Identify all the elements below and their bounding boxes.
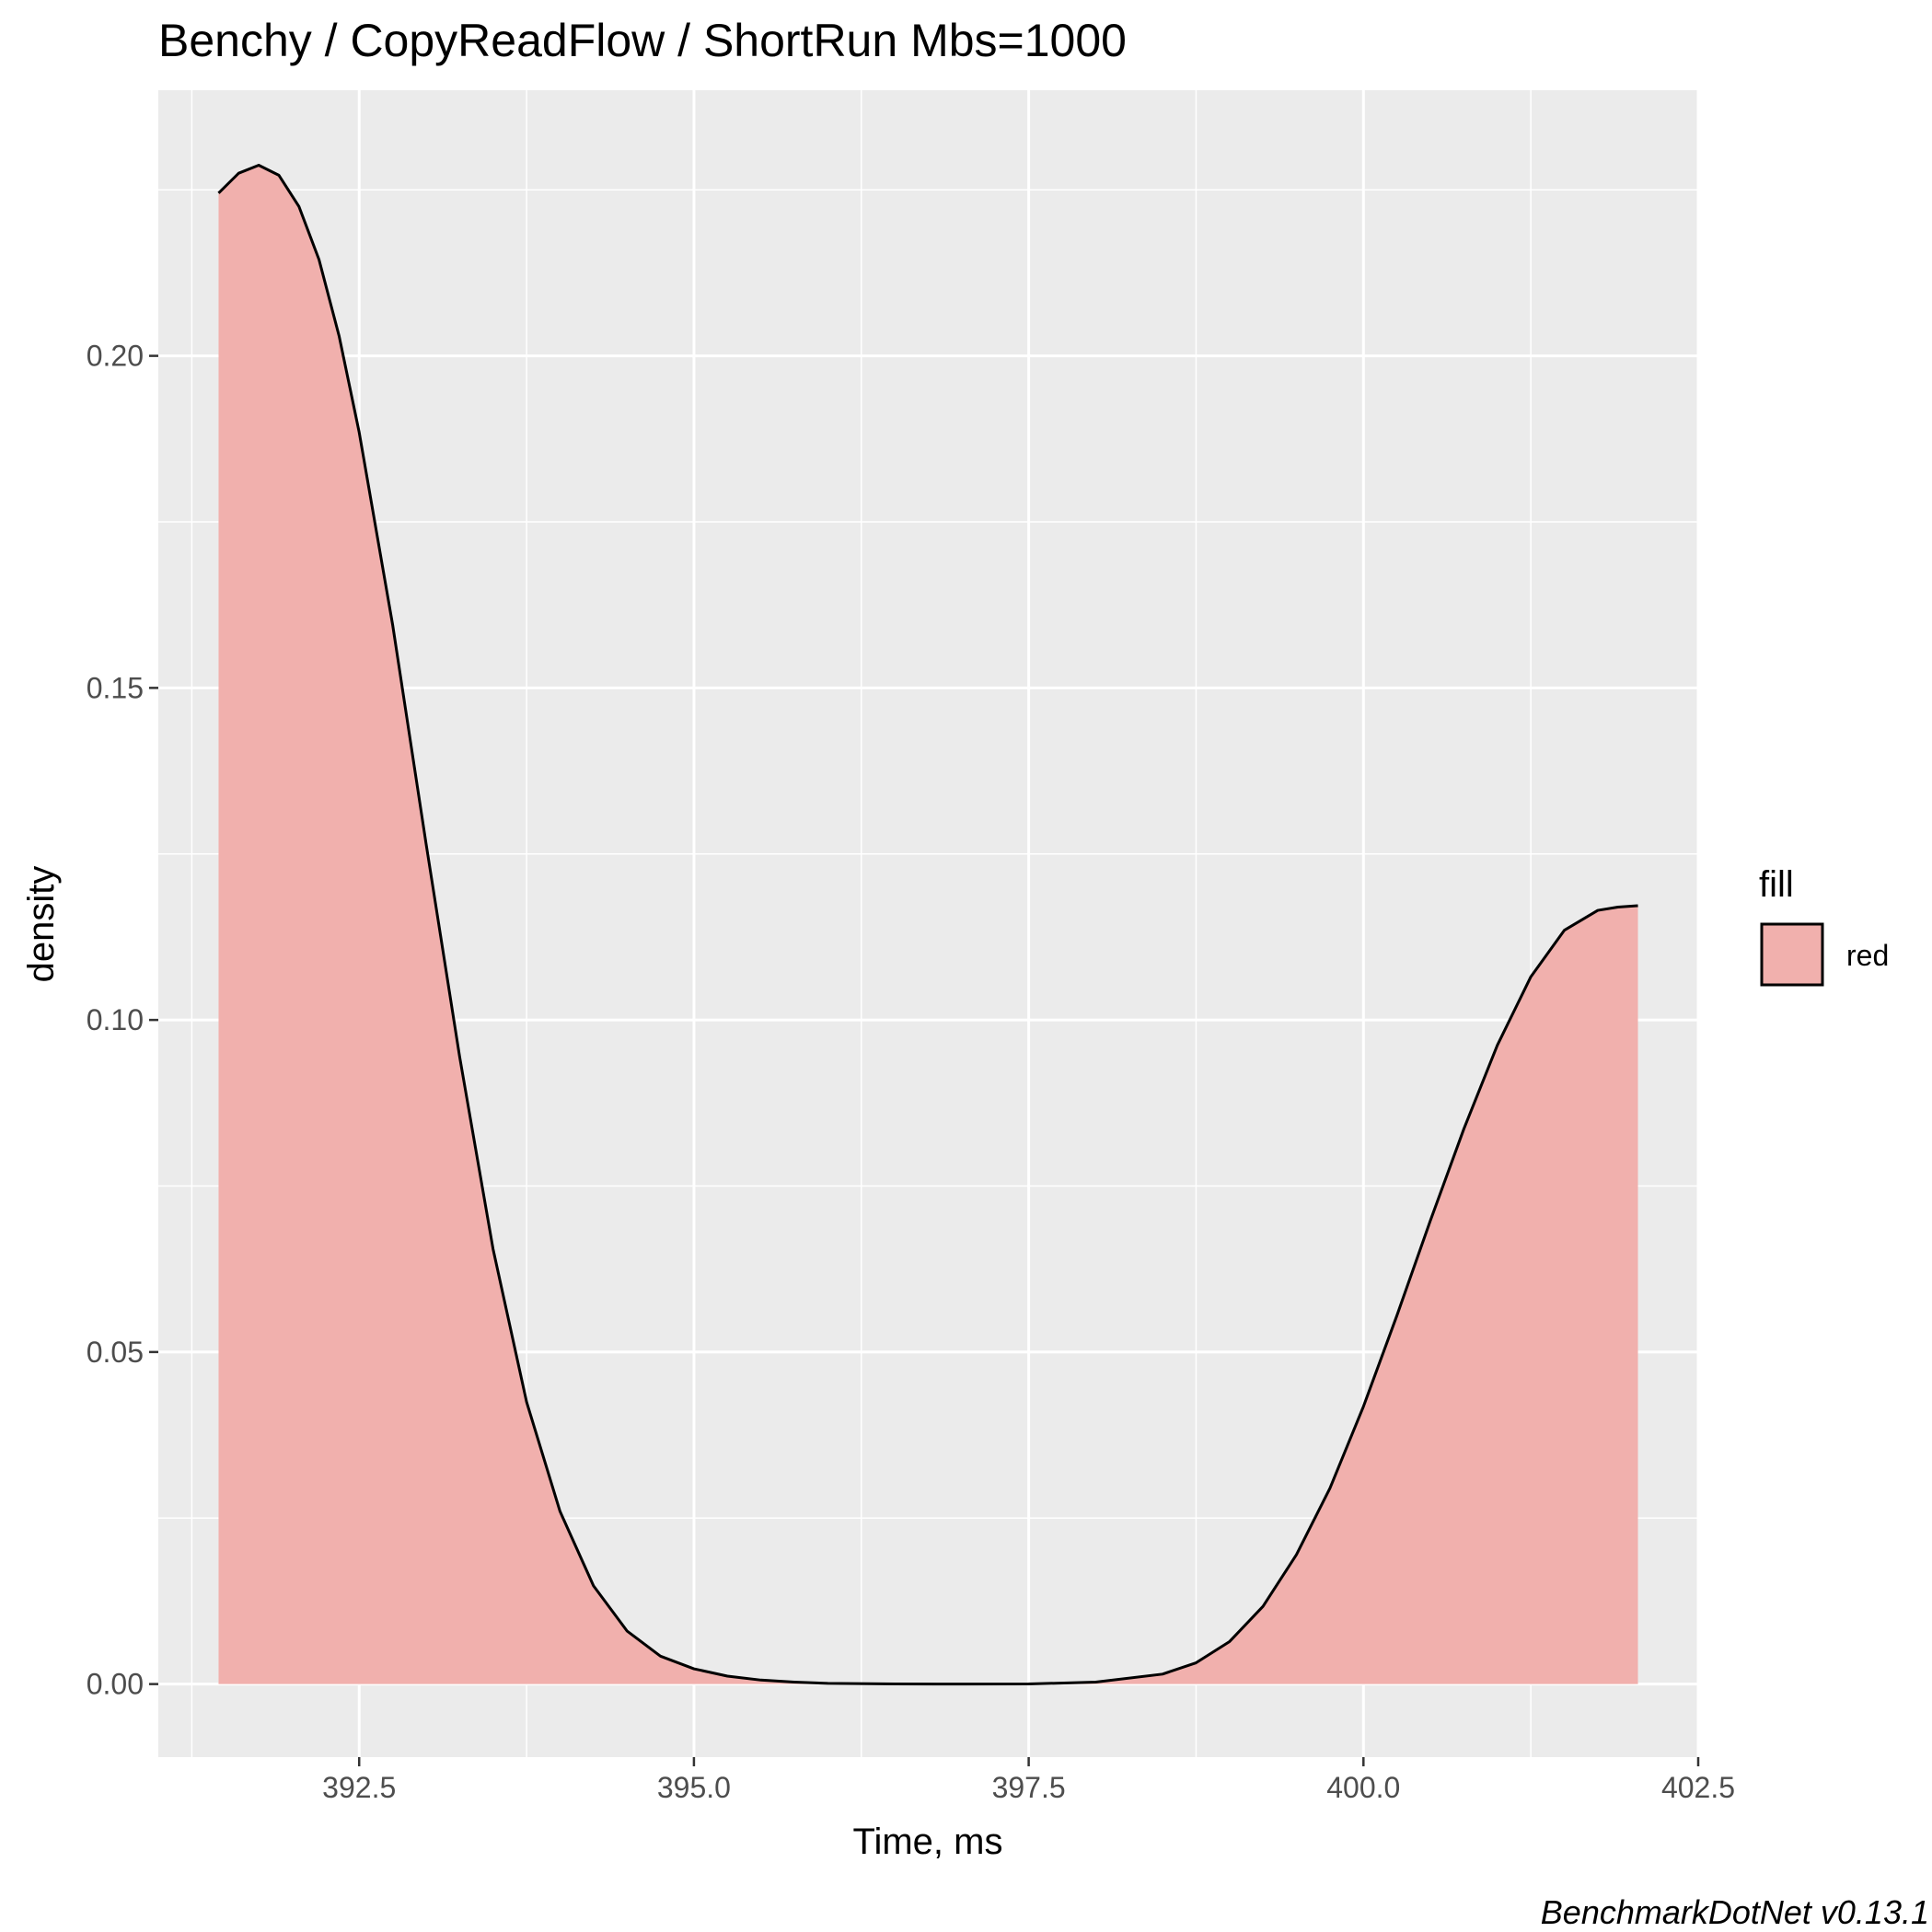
x-axis-title: Time, ms [853, 1822, 1003, 1862]
x-tick-label: 392.5 [322, 1771, 396, 1804]
chart-title: Benchy / CopyReadFlow / ShortRun Mbs=100… [158, 15, 1127, 66]
y-tick-label: 0.05 [87, 1336, 144, 1369]
y-tick-label: 0.10 [87, 1003, 144, 1036]
y-tick-label: 0.15 [87, 671, 144, 704]
legend: fill red [1759, 864, 1889, 987]
y-axis: 0.00 0.05 0.10 0.15 0.20 [87, 340, 158, 1701]
x-tick-label: 402.5 [1661, 1771, 1735, 1804]
caption: BenchmarkDotNet v0.13.1 [1541, 1893, 1929, 1931]
x-tick-label: 400.0 [1326, 1771, 1400, 1804]
legend-label-red: red [1846, 939, 1889, 972]
y-tick-label: 0.20 [87, 340, 144, 373]
density-series [217, 164, 1638, 1686]
x-tick-label: 397.5 [992, 1771, 1066, 1804]
y-tick-label: 0.00 [87, 1668, 144, 1701]
density-line [217, 164, 1638, 1686]
density-area [218, 165, 1638, 1684]
legend-title: fill [1759, 864, 1794, 905]
y-axis-title: density [21, 866, 62, 983]
x-axis: 392.5 395.0 397.5 400.0 402.5 [322, 1757, 1735, 1804]
x-tick-label: 395.0 [657, 1771, 731, 1804]
legend-key-red [1760, 922, 1824, 987]
